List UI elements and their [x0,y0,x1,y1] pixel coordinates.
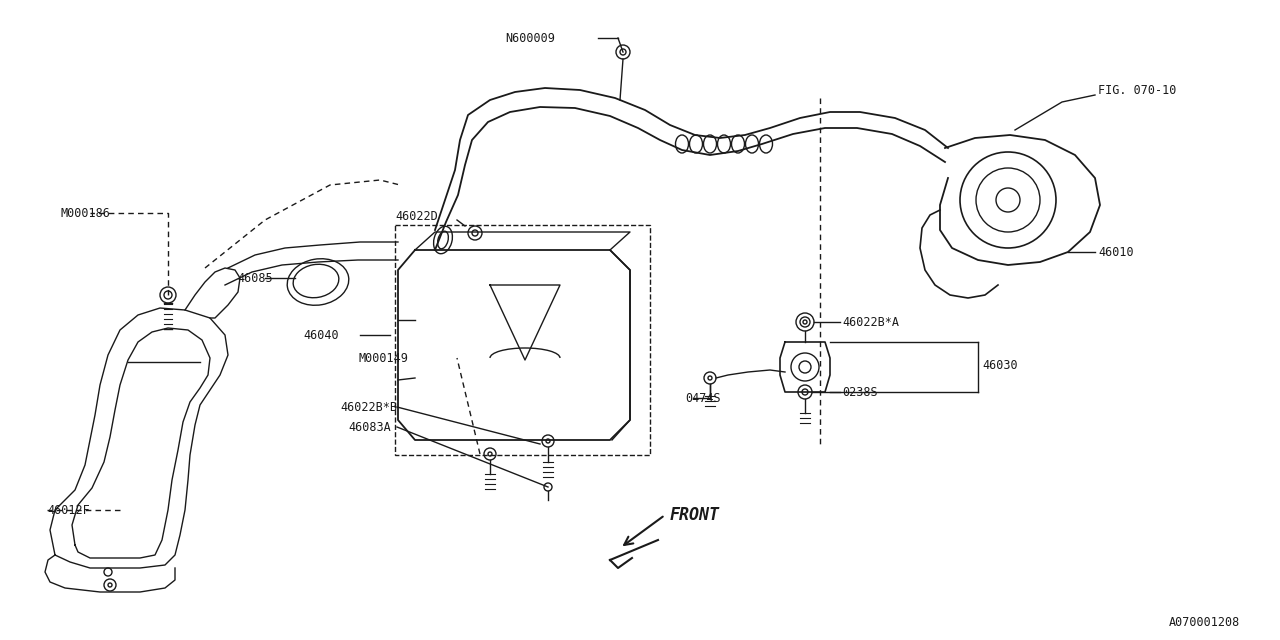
Text: 46022B*B: 46022B*B [340,401,397,413]
Text: 0474S: 0474S [685,392,721,404]
Text: 46040: 46040 [303,328,339,342]
Text: 46085: 46085 [237,271,273,285]
Text: FRONT: FRONT [669,506,721,524]
Text: 46010: 46010 [1098,246,1134,259]
Text: 46030: 46030 [982,358,1018,371]
Text: M000186: M000186 [60,207,110,220]
Bar [396,225,650,455]
Text: 46022D: 46022D [396,209,438,223]
Text: M000149: M000149 [358,351,408,365]
Text: 0238S: 0238S [842,385,878,399]
Text: 46012F: 46012F [47,504,90,516]
Text: FIG. 070-10: FIG. 070-10 [1098,83,1176,97]
Text: N600009: N600009 [506,31,554,45]
Text: 46022B*A: 46022B*A [842,316,899,328]
Text: A070001208: A070001208 [1169,616,1240,628]
Text: 46083A: 46083A [348,420,390,433]
